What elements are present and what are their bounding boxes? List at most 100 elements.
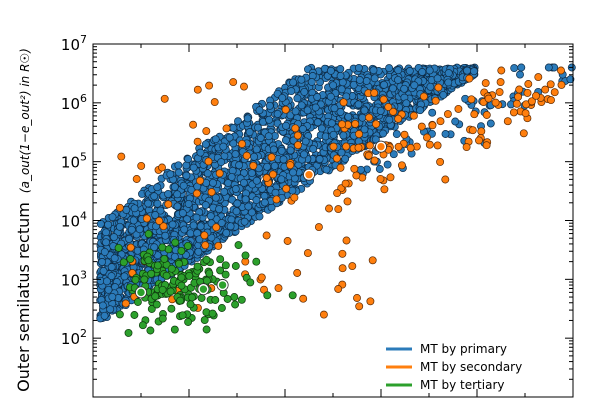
point-primary (278, 93, 287, 102)
point-primary (279, 155, 288, 164)
point-primary (153, 183, 162, 192)
point-secondary (319, 310, 328, 319)
point-secondary (207, 188, 216, 197)
point-secondary (137, 161, 146, 170)
point-primary (271, 188, 280, 197)
point-primary (166, 170, 175, 179)
point-primary (269, 145, 278, 154)
point-primary (263, 162, 272, 171)
legend-label: MT by tertiary (420, 378, 504, 392)
y-tick-label-base: 10 (61, 36, 80, 54)
point-primary (416, 106, 425, 115)
point-secondary (527, 97, 536, 106)
point-primary (100, 311, 109, 320)
point-secondary (126, 243, 135, 252)
point-tertiary (288, 291, 297, 300)
point-primary (428, 108, 437, 117)
point-tertiary (176, 296, 185, 305)
point-primary (544, 63, 553, 72)
point-secondary (353, 294, 361, 302)
point-primary (375, 165, 384, 173)
highlighted-point-outline (216, 279, 229, 292)
point-primary (354, 63, 363, 72)
point-primary (244, 202, 253, 211)
y-tick-label: 105 (61, 151, 87, 172)
point-secondary (379, 95, 388, 104)
y-tick-label-base: 10 (61, 154, 80, 172)
point-primary (287, 87, 296, 96)
point-primary (277, 175, 286, 184)
point-primary (344, 112, 353, 121)
point-secondary (342, 236, 351, 245)
point-secondary (394, 114, 403, 123)
point-secondary (366, 297, 375, 306)
point-tertiary (188, 293, 196, 302)
point-secondary (380, 185, 389, 194)
point-primary (206, 212, 215, 221)
point-primary (184, 155, 193, 164)
point-primary (291, 107, 300, 116)
point-secondary (192, 189, 201, 198)
point-primary (100, 247, 109, 256)
point-primary (102, 277, 111, 286)
point-tertiary (193, 262, 202, 271)
point-primary (326, 92, 335, 101)
point-primary (187, 185, 196, 194)
point-primary (220, 187, 229, 196)
point-tertiary (246, 278, 255, 287)
point-tertiary (241, 251, 250, 260)
point-primary (255, 106, 264, 115)
highlight-layer (134, 140, 387, 299)
point-secondary (267, 153, 276, 162)
point-primary (229, 139, 238, 148)
point-primary (394, 66, 403, 75)
legend-label: MT by secondary (420, 360, 522, 374)
point-primary (110, 233, 118, 242)
point-secondary (352, 171, 361, 180)
point-primary (150, 243, 159, 252)
point-primary (192, 213, 201, 222)
point-tertiary (221, 261, 230, 270)
point-tertiary (167, 264, 176, 273)
point-primary (510, 64, 519, 73)
point-primary (170, 182, 179, 191)
point-secondary (550, 88, 559, 97)
y-tick-label-base: 10 (61, 95, 80, 113)
point-secondary (372, 120, 381, 129)
point-primary (354, 100, 363, 109)
point-secondary (132, 175, 141, 183)
point-secondary (293, 131, 302, 140)
point-primary (273, 109, 282, 118)
point-primary (102, 238, 110, 247)
point-primary (260, 192, 269, 200)
point-secondary (441, 175, 450, 184)
point-primary (566, 75, 575, 84)
point-primary (226, 222, 235, 231)
point-secondary (303, 249, 312, 258)
point-tertiary (252, 257, 261, 266)
point-secondary (389, 107, 398, 116)
point-secondary (202, 127, 211, 136)
point-primary (260, 198, 269, 207)
point-primary (265, 101, 274, 110)
point-primary (174, 161, 183, 170)
point-tertiary (197, 294, 206, 302)
point-tertiary (211, 296, 220, 304)
point-primary (418, 68, 427, 76)
point-primary (358, 113, 367, 122)
point-primary (235, 161, 244, 170)
point-primary (311, 103, 320, 112)
point-primary (203, 169, 212, 178)
point-primary (330, 104, 339, 113)
point-primary (104, 220, 113, 229)
point-primary (389, 150, 398, 159)
point-secondary (470, 110, 479, 119)
point-secondary (364, 151, 373, 160)
point-primary (370, 74, 379, 83)
point-secondary (467, 95, 476, 104)
y-tick-label: 107 (61, 33, 87, 54)
point-primary (433, 74, 442, 83)
point-primary (255, 212, 264, 221)
y-axis-label-text: Outer semilatus rectum (a_out(1−e_out²) … (14, 48, 33, 392)
point-secondary (547, 96, 555, 105)
